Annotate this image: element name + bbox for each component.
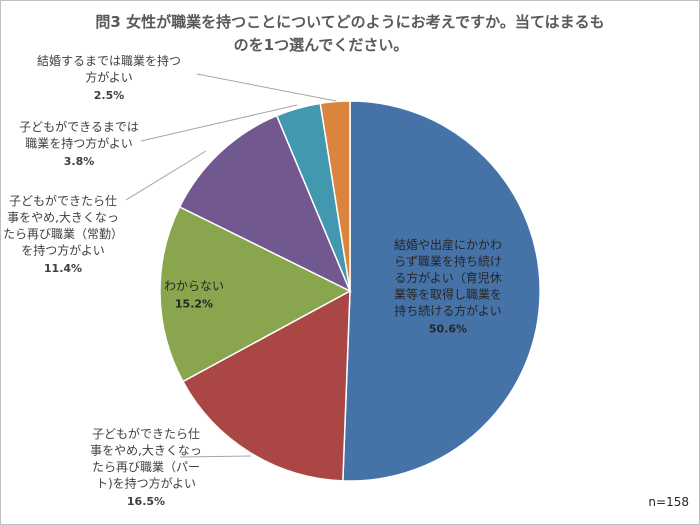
chart-title-line-2: のを1つ選んでください。 bbox=[234, 36, 409, 54]
slice-value-5: 3.8% bbox=[64, 155, 95, 168]
slice-label-3: わからない 15.2% bbox=[164, 279, 224, 311]
chart-title-line-1: 問3 女性が職業を持つことについてどのようにお考えですか。当てはまるも bbox=[95, 13, 604, 31]
slice-label-4-line-2: 事をやめ,大きくなっ bbox=[7, 211, 119, 225]
chart-title: 問3 女性が職業を持つことについてどのようにお考えですか。当てはまるも のを1つ… bbox=[95, 13, 604, 54]
slice-label-4-line-3: たら再び職業（常勤） bbox=[3, 227, 123, 241]
slice-value-3: 15.2% bbox=[175, 298, 213, 311]
leader-line-6 bbox=[196, 73, 337, 102]
leader-line-4 bbox=[125, 150, 207, 201]
sample-size-note: n=158 bbox=[648, 495, 689, 509]
slice-label-2-line-4: ト)を持つ方がよい bbox=[96, 476, 196, 491]
slice-value-6: 2.5% bbox=[94, 89, 125, 102]
pie-slice-1 bbox=[342, 100, 541, 482]
slice-label-1-line-5: 持ち続ける方がよい bbox=[394, 303, 501, 318]
slice-label-4-line-1: 子どもができたら仕 bbox=[9, 193, 117, 208]
slice-label-5-line-1: 子どもができるまでは bbox=[19, 119, 139, 134]
slice-label-1-line-1: 結婚や出産にかかわ bbox=[394, 237, 502, 252]
slice-label-1-line-2: らず職業を持ち続け bbox=[394, 254, 502, 269]
leader-lines bbox=[125, 73, 337, 458]
slice-label-2-line-2: 事をやめ,大きくなっ bbox=[90, 444, 202, 458]
slice-label-5-line-2: 職業を持つ方がよい bbox=[25, 136, 132, 151]
slice-value-1: 50.6% bbox=[429, 323, 467, 336]
slice-value-2: 16.5% bbox=[127, 495, 165, 508]
leader-line-2 bbox=[179, 455, 252, 458]
pie-slice-3 bbox=[159, 205, 352, 383]
pie-slice-6 bbox=[319, 100, 351, 292]
pie-slices bbox=[159, 100, 541, 482]
leader-line-5 bbox=[140, 104, 298, 142]
slice-label-2-line-3: たら再び職業（パー bbox=[92, 460, 200, 474]
pie-slice-2 bbox=[181, 289, 351, 482]
slice-value-4: 11.4% bbox=[44, 262, 82, 275]
slice-label-1-line-4: 業等を取得し職業を bbox=[394, 287, 502, 302]
slice-label-6-line-1: 結婚するまでは職業を持つ bbox=[37, 53, 181, 68]
slice-label-3-line-1: わからない bbox=[164, 279, 224, 293]
slice-label-2-line-1: 子どもができたら仕 bbox=[92, 426, 200, 441]
pie-slice-4 bbox=[178, 114, 352, 293]
slice-label-1-line-3: る方がよい（育児休 bbox=[394, 270, 501, 285]
slice-label-6-line-2: 方がよい bbox=[85, 70, 132, 85]
slice-labels: 結婚や出産にかかわらず職業を持ち続ける方がよい（育児休業等を取得し職業を持ち続け… bbox=[3, 53, 502, 508]
slice-label-1: 結婚や出産にかかわらず職業を持ち続ける方がよい（育児休業等を取得し職業を持ち続け… bbox=[394, 237, 502, 336]
slice-label-4-line-4: を持つ方がよい bbox=[21, 243, 104, 258]
